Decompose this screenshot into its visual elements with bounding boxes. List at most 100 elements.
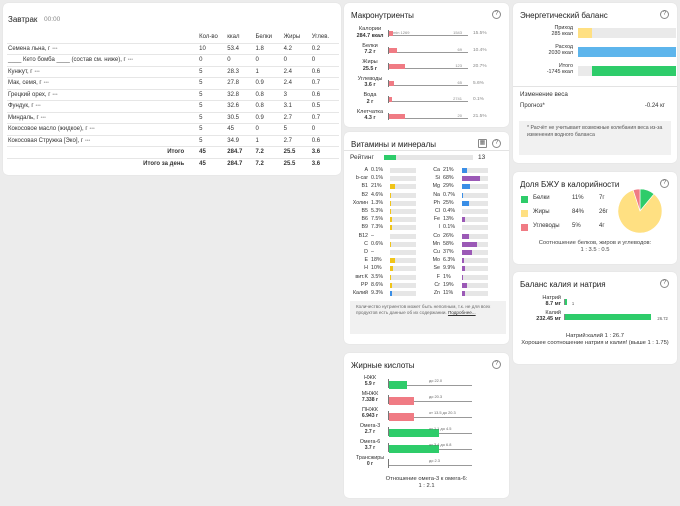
table-row[interactable]: Семена льна, г ••• 10 53.4 1.8 4.2 0.2: [7, 42, 339, 55]
energy-label: Расход 2030 ккал: [521, 44, 573, 56]
food-name-text[interactable]: Кокосовое масло (жидкое), г: [8, 126, 88, 133]
more-icon[interactable]: •••: [89, 126, 95, 133]
nutrient-row[interactable]: H 10%: [346, 265, 416, 273]
nutrient-percent: 58%: [443, 240, 454, 247]
nutrient-row[interactable]: B2 4.6%: [346, 192, 416, 200]
nutrient-percent: 0.1%: [371, 175, 384, 182]
nutrient-name: b-car: [355, 175, 368, 182]
kna-help-icon[interactable]: ?: [660, 279, 669, 288]
nutrient-row[interactable]: Na 0.7%: [418, 192, 488, 200]
nutrient-row[interactable]: Mg 29%: [418, 183, 488, 191]
food-name-text[interactable]: Грецкий орех, г: [8, 91, 51, 98]
nutrient-name: PP: [360, 281, 368, 288]
fatty-norm: от 13.5 до 20.3: [429, 410, 456, 415]
more-icon[interactable]: •••: [85, 137, 91, 144]
nutrient-row[interactable]: Mn 58%: [418, 240, 488, 249]
table-row[interactable]: Кунжут, г ••• 5 28.3 1 2.4 0.6: [7, 65, 339, 78]
nutrient-row[interactable]: b-car 0.1%: [346, 175, 416, 183]
fatty-bar: от 13.5 до 20.3: [388, 410, 472, 421]
nutrient-row[interactable]: B1 21%: [346, 183, 416, 191]
nutrient-percent: 9.9%: [443, 265, 456, 272]
nutrient-row[interactable]: E 18%: [346, 257, 416, 265]
more-icon[interactable]: •••: [35, 103, 41, 110]
nutrient-row[interactable]: Mo 6.3%: [418, 257, 488, 265]
energy-name: Приход: [554, 25, 573, 31]
table-row[interactable]: Мак, семя, г ••• 5 27.8 0.9 2.4 0.7: [7, 77, 339, 89]
food-name-text[interactable]: ____ Кето бомба ____ (состав см. ниже), …: [8, 57, 126, 64]
meal-time[interactable]: 00:00: [44, 16, 61, 23]
legend-swatch: [521, 196, 528, 203]
fatty-name: МНЖК: [361, 391, 379, 397]
food-name-text[interactable]: Фундук, г: [8, 103, 34, 110]
macro-row: Белки 7.2 г 69 10.4%: [353, 43, 503, 59]
nutrient-row[interactable]: B9 7.3%: [346, 224, 416, 232]
forecast-value: -0.24 кг: [644, 103, 665, 109]
more-icon[interactable]: •••: [52, 45, 58, 52]
vitamins-card: Витамины и минералы ▦ ? Рейтинг 13 Колич…: [344, 132, 509, 344]
table-row[interactable]: Грецкий орех, г ••• 5 32.8 0.8 3 0.6: [7, 88, 339, 101]
fatty-bar-fill: [389, 429, 439, 437]
energy-help-icon[interactable]: ?: [660, 10, 669, 19]
more-icon[interactable]: •••: [43, 80, 49, 87]
food-name-text[interactable]: Мак, семя, г: [8, 80, 42, 87]
nutrient-row[interactable]: Ph 25%: [418, 200, 488, 208]
nutrient-row[interactable]: Холин 1.3%: [346, 200, 416, 208]
nutrient-row[interactable]: Co 26%: [418, 233, 488, 241]
nutrient-row[interactable]: Se 9.9%: [418, 265, 488, 273]
food-name-text[interactable]: Семена льна, г: [8, 45, 51, 52]
energy-bar: [578, 66, 676, 76]
nutrient-row[interactable]: I 0.1%: [418, 224, 488, 232]
macros-help-icon[interactable]: ?: [492, 10, 501, 19]
nutrient-row[interactable]: C 0.6%: [346, 241, 416, 249]
vitamins-title: Витамины и минералы: [351, 140, 437, 149]
nutrient-row[interactable]: B5 5.3%: [346, 208, 416, 216]
fatty-help-icon[interactable]: ?: [492, 360, 501, 369]
food-name-text[interactable]: Кокосовая Стружка [Эко], г: [8, 137, 84, 144]
fatty-card: Жирные кислоты ? НЖК 5.9 г до 22.0 МНЖК 7.33…: [344, 353, 509, 498]
energy-row: Расход 2030 ккал: [521, 44, 680, 60]
nutrient-row[interactable]: D –: [346, 249, 416, 257]
vitamins-note-link[interactable]: Подробнее...: [447, 310, 476, 315]
total-carbs: 3.6: [310, 157, 339, 170]
nutrient-row[interactable]: B12–: [346, 232, 416, 241]
nutrient-row[interactable]: Cu 37%: [418, 249, 488, 257]
nutrient-bar: [462, 258, 488, 264]
nutrient-bar: [462, 225, 488, 231]
nutrient-row[interactable]: PP 8.6%: [346, 281, 416, 290]
fatty-row: Трансжиры 0 г до 2.3: [353, 455, 503, 470]
table-row[interactable]: Фундук, г ••• 5 32.6 0.8 3.1 0.5: [7, 100, 339, 112]
nutrient-row[interactable]: F 1%: [418, 274, 488, 282]
vitamins-table-icon[interactable]: ▦: [478, 139, 487, 148]
more-icon[interactable]: •••: [127, 57, 134, 64]
table-row[interactable]: Кокосовое масло (жидкое), г ••• 5 45 0 5 0: [7, 123, 339, 135]
food-name-text[interactable]: Кунжут, г: [8, 68, 33, 75]
fatty-bar-fill: [389, 381, 408, 389]
fatty-title: Жирные кислоты: [351, 361, 415, 370]
nutrient-row[interactable]: B6 7.5%: [346, 216, 416, 224]
fatty-bar-line: [389, 385, 472, 386]
nutrient-row[interactable]: Cl 0.4%: [418, 208, 488, 216]
nutrient-row[interactable]: Cr 19%: [418, 282, 488, 290]
nutrient-row[interactable]: вит.K 3.5%: [346, 274, 416, 282]
nutrient-bar-fill: [462, 266, 465, 272]
nutrient-row[interactable]: Ca 21%: [418, 167, 488, 175]
nutrient-row[interactable]: Si 68%: [418, 175, 488, 183]
cell-carbs: 0.6: [310, 88, 339, 101]
more-icon[interactable]: •••: [40, 114, 46, 121]
nutrient-row[interactable]: Калий 9.3%: [346, 290, 416, 298]
food-name-text[interactable]: Миндаль, г: [8, 114, 39, 121]
nutrient-row[interactable]: Fe 13%: [418, 216, 488, 224]
nutrient-row[interactable]: A 0.1%: [346, 167, 416, 175]
nutrient-percent: –: [371, 232, 374, 239]
table-row[interactable]: Миндаль, г ••• 5 30.5 0.9 2.7 0.7: [7, 111, 339, 124]
cell-qty: 5: [198, 100, 227, 112]
more-icon[interactable]: •••: [34, 68, 40, 75]
nutrient-row[interactable]: Zn 11%: [418, 290, 488, 298]
nutrient-bar: [462, 266, 488, 272]
table-row[interactable]: Кокосовая Стружка [Эко], г ••• 5 34.9 1 2.7 0.…: [7, 134, 339, 147]
bju-help-icon[interactable]: ?: [660, 179, 669, 188]
more-icon[interactable]: •••: [52, 91, 58, 98]
macro-max-tick: 1543: [453, 30, 462, 35]
vitamins-help-icon[interactable]: ?: [492, 139, 501, 148]
table-row[interactable]: ____ Кето бомба ____ (состав см. ниже), …: [7, 54, 339, 66]
